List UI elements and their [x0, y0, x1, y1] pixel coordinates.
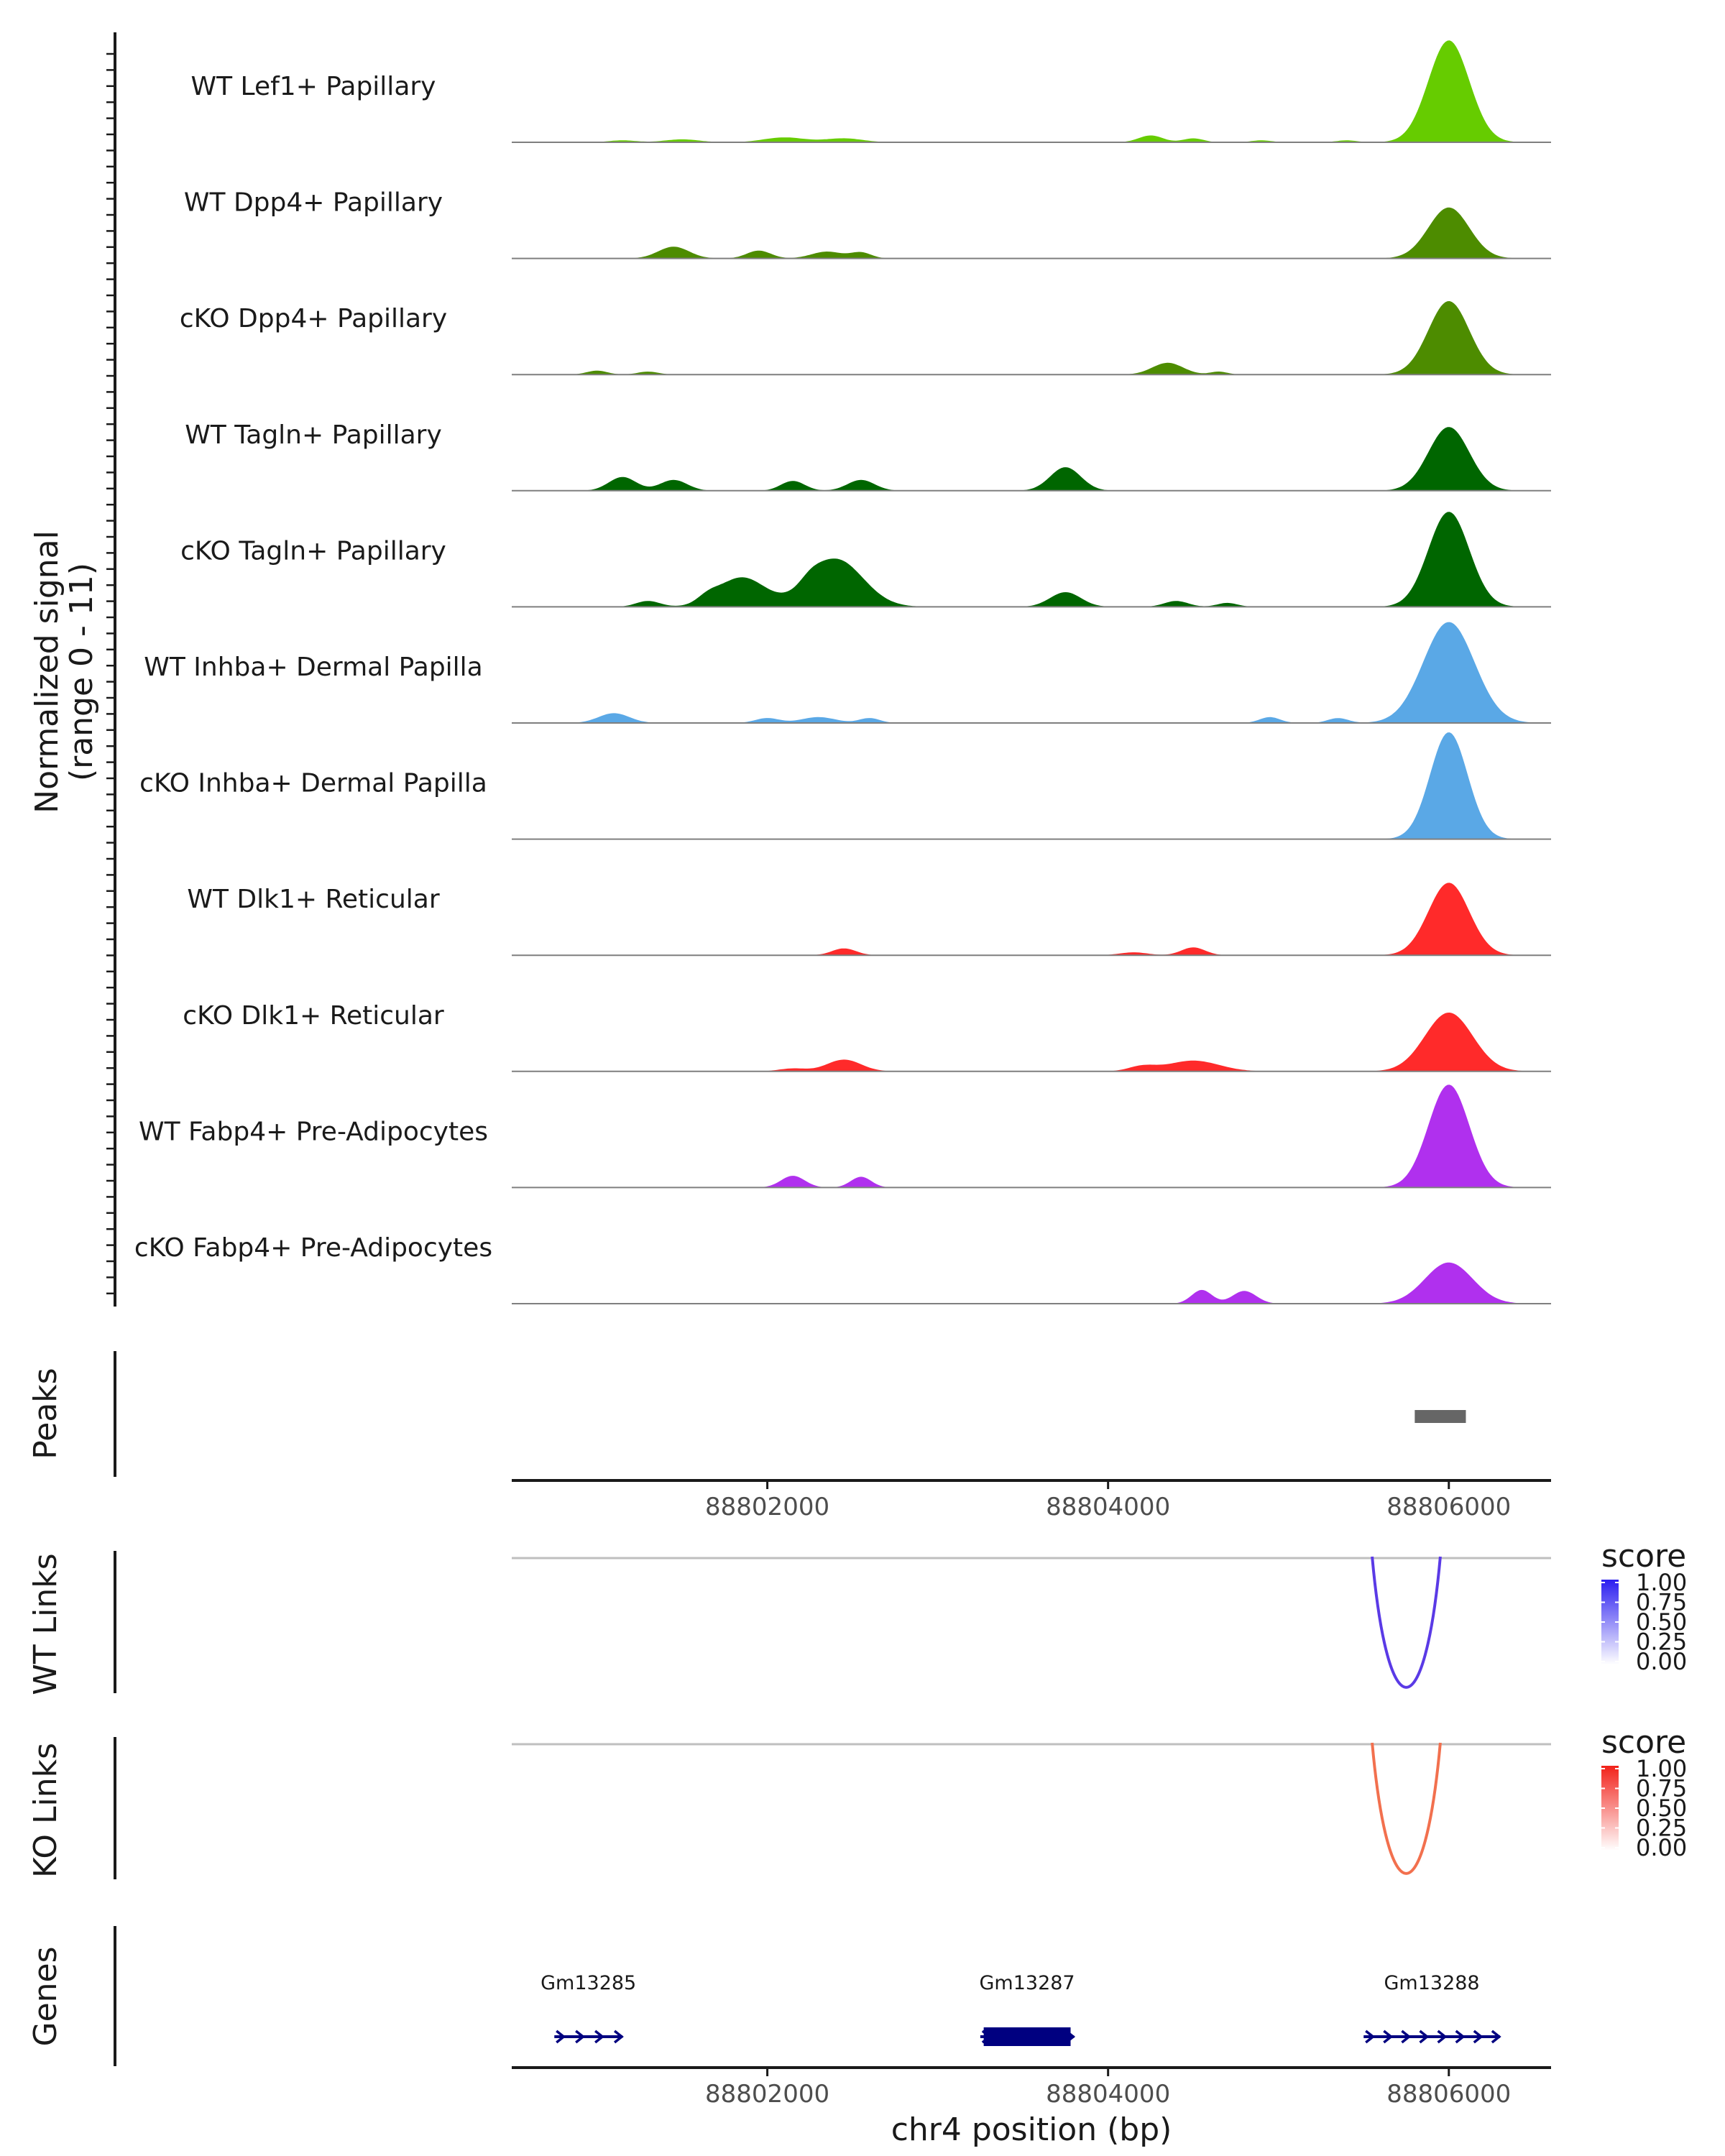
- links-legend-tick-label: 0.75: [1636, 1589, 1687, 1616]
- coverage-signal-area: [512, 1084, 1551, 1188]
- coverage-signal-area: [512, 732, 1551, 839]
- coverage-signal-area: [512, 301, 1551, 375]
- coverage-signal-area: [512, 1013, 1551, 1072]
- coverage-track-label: cKO Fabp4+ Pre-Adipocytes: [134, 1233, 492, 1263]
- coverage-signal-area: [512, 207, 1551, 259]
- coverage-y-label-line2: (range 0 - 11): [63, 563, 100, 781]
- gene-strand-arrow: [1383, 2030, 1394, 2044]
- gene-strand-arrow: [1002, 2030, 1013, 2044]
- coverage-signal-area: [512, 427, 1551, 491]
- gene-strand-arrow: [613, 2030, 624, 2044]
- peaks-panel: Peaks: [27, 1351, 1466, 1477]
- links-legend-tick-label: 0.25: [1636, 1815, 1687, 1842]
- gene-strand-arrow: [1455, 2030, 1466, 2044]
- link-arc: [1371, 1742, 1442, 1875]
- coverage-track-label: cKO Tagln+ Papillary: [180, 536, 446, 566]
- links-legend-title: score: [1601, 1538, 1686, 1575]
- gene-strand-arrow: [1401, 2030, 1412, 2044]
- links-legend-tick-label: 0.25: [1636, 1628, 1687, 1656]
- x-axis-tick-label: 88804000: [1046, 1493, 1170, 1521]
- links-legend-tick-label: 1.00: [1636, 1755, 1687, 1782]
- coverage-track-label: cKO Dpp4+ Papillary: [180, 304, 447, 333]
- genes-panel: Genes Gm13285 Gm13287 Gm13288: [27, 1926, 1501, 2066]
- links-track-label: WT Links: [27, 1553, 64, 1695]
- coverage-track: cKO Tagln+ Papillary: [180, 512, 1551, 608]
- coverage-track: WT Fabp4+ Pre-Adipocytes: [139, 1084, 1551, 1189]
- gene-strand-arrow: [575, 2030, 586, 2044]
- coverage-signal-area: [512, 1262, 1551, 1304]
- links-legend-tick-label: 0.00: [1636, 1834, 1687, 1861]
- links-legend-tick-label: 0.00: [1636, 1648, 1687, 1675]
- coverage-signal-area: [512, 40, 1551, 142]
- links-legend-title: score: [1601, 1724, 1686, 1761]
- x-axis-tick-label: 88806000: [1386, 1493, 1511, 1521]
- coverage-y-label-line1: Normalized signal: [29, 530, 65, 814]
- coverage-signal-area: [512, 883, 1551, 956]
- x-axis-title: chr4 position (bp): [891, 2111, 1172, 2148]
- coverage-track: WT Tagln+ Papillary: [185, 420, 1551, 492]
- coverage-track-label: WT Inhba+ Dermal Papilla: [144, 653, 482, 682]
- gene-strand-arrow: [1419, 2030, 1430, 2044]
- peaks-track-label: Peaks: [27, 1368, 64, 1459]
- coverage-track: WT Inhba+ Dermal Papilla: [144, 622, 1551, 724]
- coverage-track-label: WT Fabp4+ Pre-Adipocytes: [139, 1117, 488, 1146]
- genes-track-label: Genes: [27, 1946, 64, 2046]
- gene-name-label: Gm13285: [540, 1972, 636, 1994]
- coverage-signal-area: [512, 512, 1551, 607]
- coverage-signal-area: [512, 622, 1551, 723]
- coverage-track: WT Dpp4+ Papillary: [184, 188, 1551, 259]
- coverage-panel: WT Lef1+ Papillary WT Dpp4+ Papillary cKO …: [134, 40, 1551, 1304]
- gene-model: Gm13285: [540, 1972, 636, 2044]
- links-legend-tick-label: 0.75: [1636, 1775, 1687, 1802]
- links-legend-tick-label: 1.00: [1636, 1569, 1687, 1596]
- gene-strand-arrow: [556, 2030, 566, 2044]
- link-arc: [1371, 1556, 1442, 1689]
- x-axis-tick-label: 88802000: [705, 2080, 829, 2109]
- gene-strand-arrow: [1437, 2030, 1448, 2044]
- links-legend-tick-label: 0.50: [1636, 1795, 1687, 1822]
- gene-strand-arrow: [1365, 2030, 1376, 2044]
- coverage-track: WT Lef1+ Papillary: [191, 40, 1551, 143]
- gene-strand-arrow: [981, 2030, 992, 2044]
- coverage-y-axis-ticks: [106, 52, 115, 1295]
- coverage-track: cKO Fabp4+ Pre-Adipocytes: [134, 1233, 1551, 1304]
- coverage-track-label: WT Dpp4+ Papillary: [184, 188, 443, 218]
- gene-strand-arrow: [1044, 2030, 1054, 2044]
- coverage-track-label: WT Tagln+ Papillary: [185, 420, 442, 450]
- x-axis-tick-label: 88804000: [1046, 2080, 1170, 2109]
- x-axis-tick-label: 88806000: [1386, 2080, 1511, 2109]
- coverage-track-label: WT Dlk1+ Reticular: [187, 885, 439, 914]
- gene-name-label: Gm13287: [980, 1972, 1075, 1994]
- coverage-track: cKO Inhba+ Dermal Papilla: [139, 732, 1551, 840]
- gene-model: Gm13287: [980, 1972, 1076, 2046]
- coverage-track: cKO Dpp4+ Papillary: [180, 301, 1551, 376]
- x-axis-tick-label: 88802000: [705, 1493, 829, 1521]
- gene-strand-arrow: [1473, 2030, 1484, 2044]
- x-axis-top: 88802000 88804000 88806000: [512, 1479, 1551, 1521]
- gene-model: Gm13288: [1363, 1972, 1501, 2044]
- gene-strand-arrow: [1491, 2030, 1501, 2044]
- links-track-label: KO Links: [27, 1743, 64, 1878]
- gene-strand-arrow: [594, 2030, 604, 2044]
- coverage-track: WT Dlk1+ Reticular: [187, 883, 1551, 957]
- gene-strand-arrow: [1065, 2030, 1076, 2044]
- gene-strand-arrow: [1023, 2030, 1034, 2044]
- coverage-track: cKO Dlk1+ Reticular: [183, 1001, 1551, 1072]
- x-axis-bottom: 88802000 88804000 88806000: [512, 2066, 1551, 2109]
- coverage-track-label: WT Lef1+ Papillary: [191, 72, 436, 101]
- coverage-track-label: cKO Inhba+ Dermal Papilla: [139, 769, 487, 798]
- links-legend-tick-label: 0.50: [1636, 1608, 1687, 1636]
- coverage-track-label: cKO Dlk1+ Reticular: [183, 1001, 444, 1031]
- gene-exon-block: [983, 2027, 1071, 2046]
- gene-name-label: Gm13288: [1384, 1972, 1480, 1994]
- peak-region: [1414, 1410, 1466, 1423]
